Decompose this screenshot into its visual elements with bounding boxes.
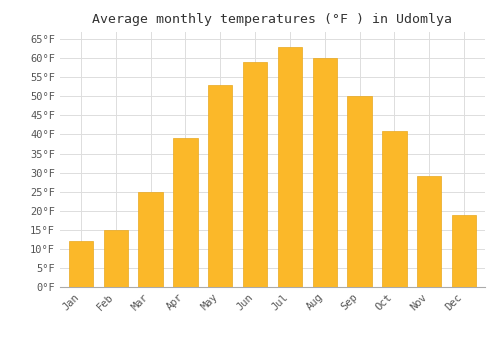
Title: Average monthly temperatures (°F ) in Udomlya: Average monthly temperatures (°F ) in Ud…	[92, 13, 452, 26]
Bar	[348, 96, 372, 287]
Bar	[278, 47, 302, 287]
Bar	[68, 241, 93, 287]
Bar	[417, 176, 442, 287]
Bar	[452, 215, 476, 287]
Bar	[312, 58, 337, 287]
Bar	[173, 138, 198, 287]
Bar	[208, 85, 233, 287]
Bar	[243, 62, 268, 287]
Bar	[104, 230, 128, 287]
Bar	[138, 192, 163, 287]
Bar	[382, 131, 406, 287]
